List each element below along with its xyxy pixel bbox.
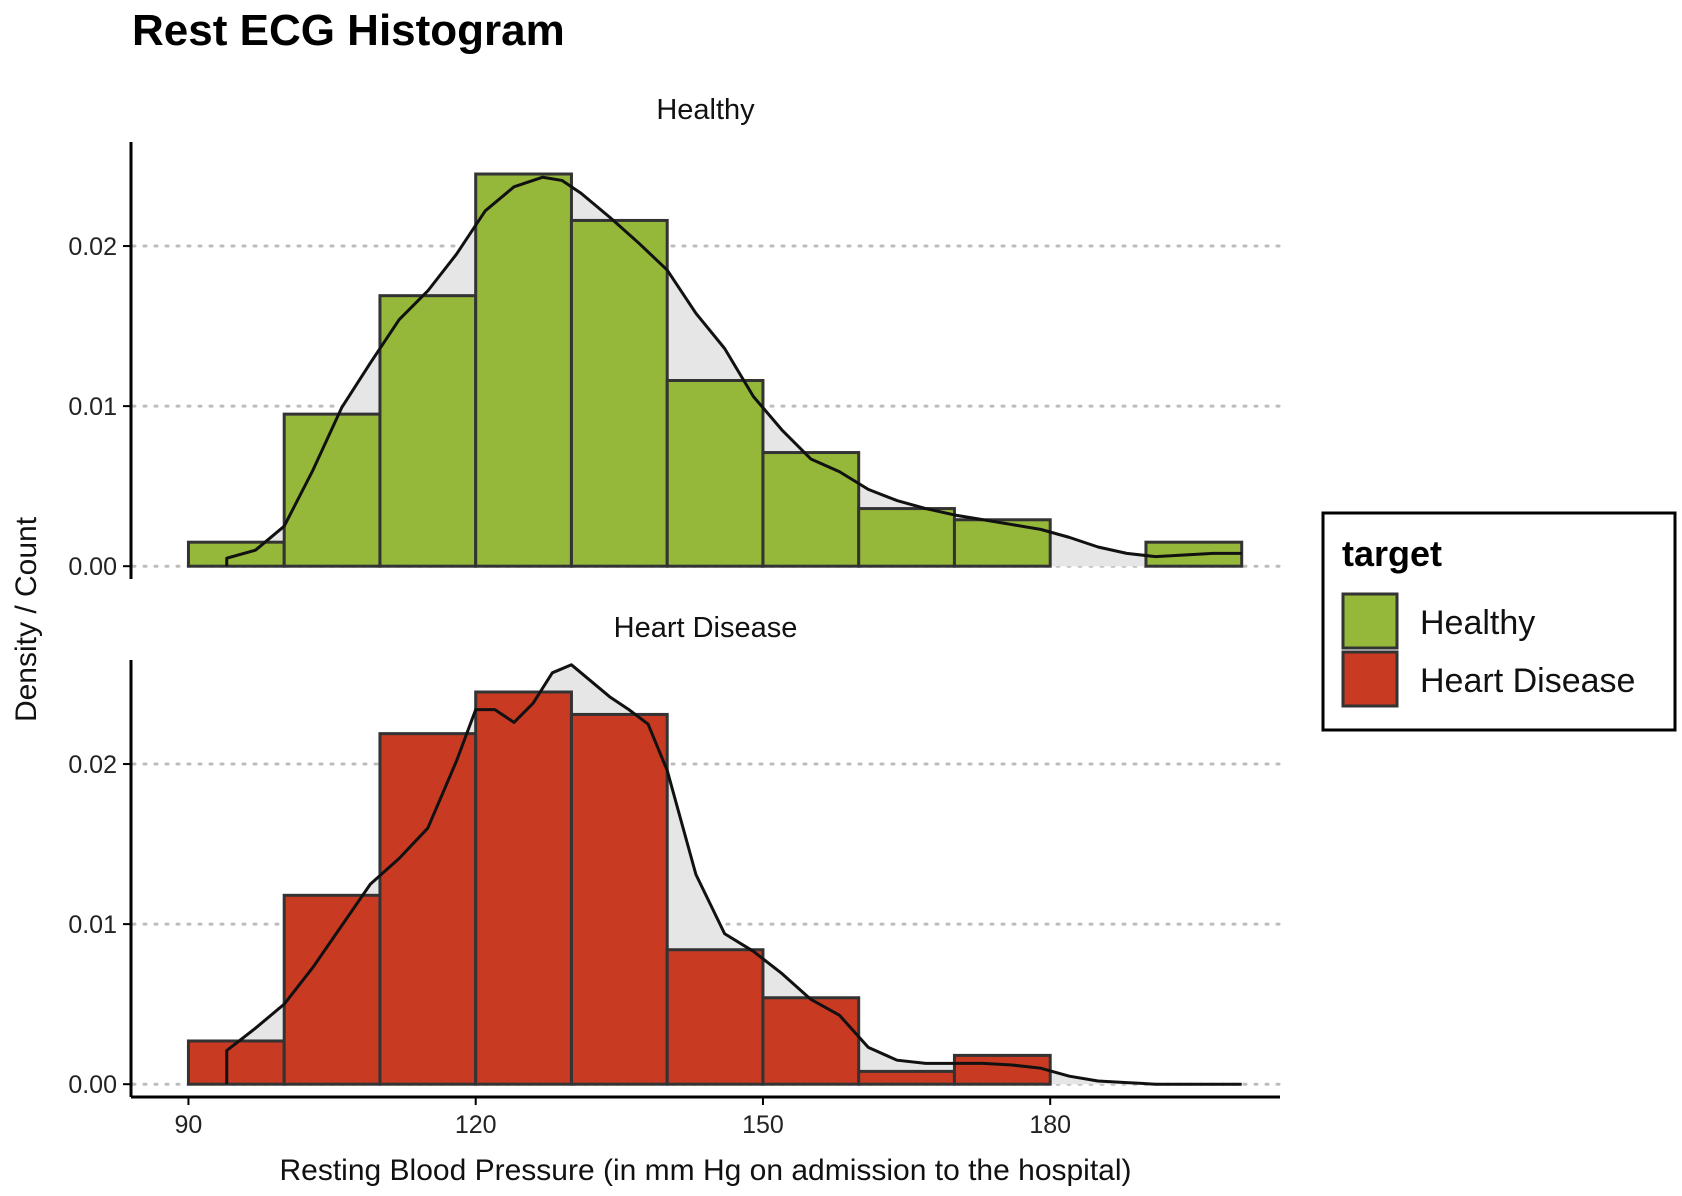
histogram-bar-100-110 [282,412,382,568]
histogram-bar-120-130 [474,172,573,568]
histogram-bar-170-180 [952,1053,1052,1086]
panel-strip-label: Healthy [656,94,755,126]
panel-healthy: Healthy 0.00 0.01 0.02 [68,94,1282,581]
y-tick-label: 0.02 [68,751,117,779]
histogram-bar-90-100 [186,1039,286,1086]
x-axis-title: Resting Blood Pressure (in mm Hg on admi… [279,1154,1131,1187]
histogram-bar-130-140 [569,712,669,1086]
x-tick-label: 90 [175,1111,203,1139]
histogram-bar-130-140 [569,218,669,568]
histogram-bar-160-170 [857,507,956,568]
panel-heart-disease: Heart Disease 0.00 0.01 0.02 [68,612,1282,1099]
histogram-bar-140-150 [665,379,765,568]
histogram-bar-90-100 [186,540,286,568]
legend-label-heart-disease: Heart Disease [1420,662,1635,700]
histogram-bar-110-120 [378,732,478,1086]
density-curve [225,175,1242,567]
legend-swatch-healthy [1341,592,1399,650]
legend-title: target [1342,533,1442,574]
histogram-bar-110-120 [378,294,478,568]
y-tick-label: 0.00 [68,1071,117,1099]
legend: target Healthy Heart Disease [1321,511,1677,732]
histogram-bar-120-130 [474,690,573,1086]
histogram-bar-100-110 [282,893,382,1086]
histogram-bar-170-180 [952,518,1052,568]
panel-strip-label: Heart Disease [614,612,798,644]
y-tick-label: 0.00 [68,553,117,581]
y-axis-title: Density / Count [10,516,43,722]
chart-title: Rest ECG Histogram [132,6,565,55]
density-curve [225,663,1242,1086]
x-tick-label: 180 [1029,1111,1071,1139]
y-tick-label: 0.02 [68,233,117,261]
x-tick-label: 120 [455,1111,497,1139]
histogram-bar-140-150 [665,948,765,1086]
legend-label-healthy: Healthy [1420,604,1535,642]
x-tick-label: 150 [742,1111,784,1139]
histogram-bar-150-160 [761,451,861,568]
legend-swatch-heart-disease [1341,650,1399,708]
y-tick-label: 0.01 [68,393,117,421]
histogram-bar-150-160 [761,996,861,1086]
histogram-bar-160-170 [857,1069,956,1086]
x-axis: 90 120 150 180 [131,1095,1280,1139]
y-tick-label: 0.01 [68,911,117,939]
facet-panels: Healthy 0.00 0.01 0.02 Heart Disease 0.00 0.01… [68,94,1282,1099]
